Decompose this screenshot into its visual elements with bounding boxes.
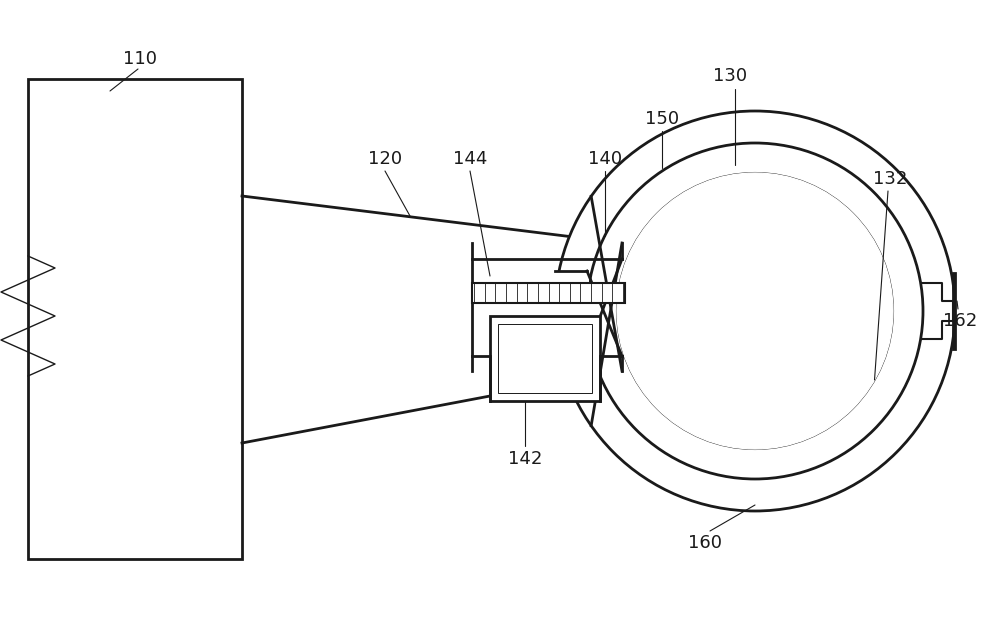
Polygon shape <box>953 271 960 351</box>
Circle shape <box>555 111 955 511</box>
Text: 160: 160 <box>688 534 722 552</box>
Text: 120: 120 <box>368 150 402 168</box>
Text: 144: 144 <box>453 150 487 168</box>
Polygon shape <box>242 196 622 443</box>
Text: 110: 110 <box>123 50 157 68</box>
Polygon shape <box>28 79 242 559</box>
Polygon shape <box>550 271 589 351</box>
Text: 130: 130 <box>713 67 747 85</box>
Polygon shape <box>490 316 600 401</box>
Circle shape <box>617 173 893 449</box>
Text: 162: 162 <box>943 312 977 330</box>
Text: 150: 150 <box>645 110 679 128</box>
Polygon shape <box>472 283 625 303</box>
Text: 132: 132 <box>873 170 907 188</box>
Text: 142: 142 <box>508 450 542 468</box>
Polygon shape <box>953 273 955 349</box>
Text: 140: 140 <box>588 150 622 168</box>
